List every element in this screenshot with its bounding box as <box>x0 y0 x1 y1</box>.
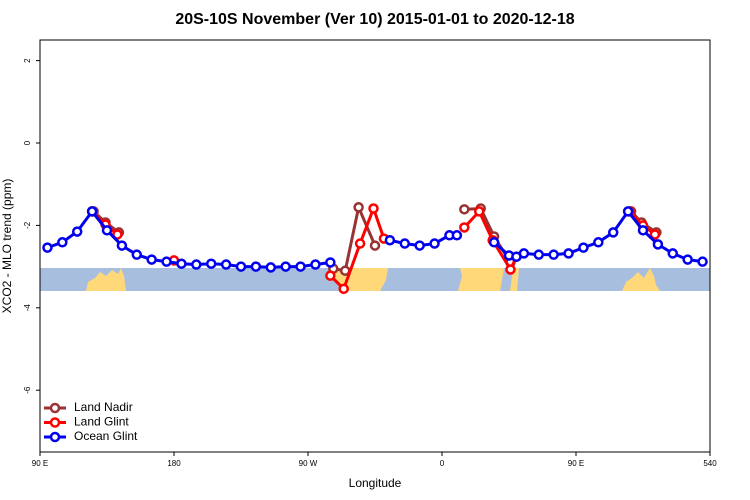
data-point <box>548 249 559 260</box>
data-point <box>250 261 262 272</box>
y-tick-label: -4 <box>23 304 32 312</box>
legend-label: Land Nadir <box>74 400 133 414</box>
legend-marker <box>49 417 61 428</box>
data-point <box>86 206 98 217</box>
data-point <box>518 248 530 259</box>
data-point <box>459 204 470 215</box>
data-point <box>488 237 500 248</box>
data-point <box>667 248 679 259</box>
y-tick-label: 0 <box>23 140 32 145</box>
data-point <box>459 222 470 233</box>
x-axis-title: Longitude <box>349 476 402 490</box>
y-tick-label: -6 <box>23 386 32 394</box>
data-point <box>451 230 463 241</box>
data-point <box>280 261 291 272</box>
x-tick-label: 0 <box>440 459 445 468</box>
x-tick-label: 540 <box>703 459 717 468</box>
data-point <box>593 237 604 248</box>
chart-title: 20S-10S November (Ver 10) 2015-01-01 to … <box>175 11 574 28</box>
y-tick-label: 2 <box>23 58 32 63</box>
data-point <box>682 254 693 265</box>
data-point <box>637 225 649 236</box>
data-point <box>505 264 516 275</box>
data-point <box>161 256 172 267</box>
legend-marker <box>49 431 61 443</box>
data-point <box>429 238 440 249</box>
data-point <box>414 240 425 251</box>
data-point <box>354 238 366 249</box>
data-point <box>563 248 574 259</box>
data-point <box>325 270 336 281</box>
data-point <box>578 242 589 253</box>
data-point <box>191 259 202 270</box>
data-point <box>369 240 381 251</box>
data-point <box>116 240 128 251</box>
data-point <box>176 258 187 269</box>
data-point <box>42 242 53 253</box>
data-point <box>399 238 411 249</box>
data-point <box>325 257 336 268</box>
x-tick-label: 90 E <box>568 459 584 468</box>
plot-frame <box>39 39 711 453</box>
data-point <box>368 203 379 214</box>
data-point <box>220 259 232 270</box>
series-line <box>46 208 703 269</box>
data-point <box>205 258 217 269</box>
x-tick-label: 180 <box>167 459 181 468</box>
data-point <box>353 202 364 213</box>
data-point <box>607 227 619 238</box>
y-tick-label: -2 <box>23 221 32 229</box>
data-point <box>533 249 545 260</box>
data-point <box>265 262 277 273</box>
data-point <box>235 261 247 272</box>
data-point <box>57 237 68 248</box>
data-point <box>71 226 83 237</box>
data-point <box>310 259 321 270</box>
legend-label: Ocean Glint <box>74 429 138 443</box>
legend-marker <box>49 402 61 414</box>
data-point <box>146 254 157 265</box>
y-axis-title: XCO2 - MLO trend (ppm) <box>0 179 14 314</box>
data-point <box>473 206 485 217</box>
data-point <box>697 256 708 267</box>
legend-label: Land Glint <box>74 415 129 429</box>
data-point <box>101 225 113 236</box>
data-point <box>338 283 349 295</box>
x-tick-label: 90 E <box>32 459 48 468</box>
data-point <box>295 261 306 272</box>
data-point <box>649 229 661 240</box>
data-point <box>131 249 143 260</box>
x-tick-label: 90 W <box>299 459 318 468</box>
data-point <box>622 206 634 217</box>
data-point <box>112 229 123 240</box>
data-point <box>384 234 396 246</box>
data-point <box>652 239 664 250</box>
